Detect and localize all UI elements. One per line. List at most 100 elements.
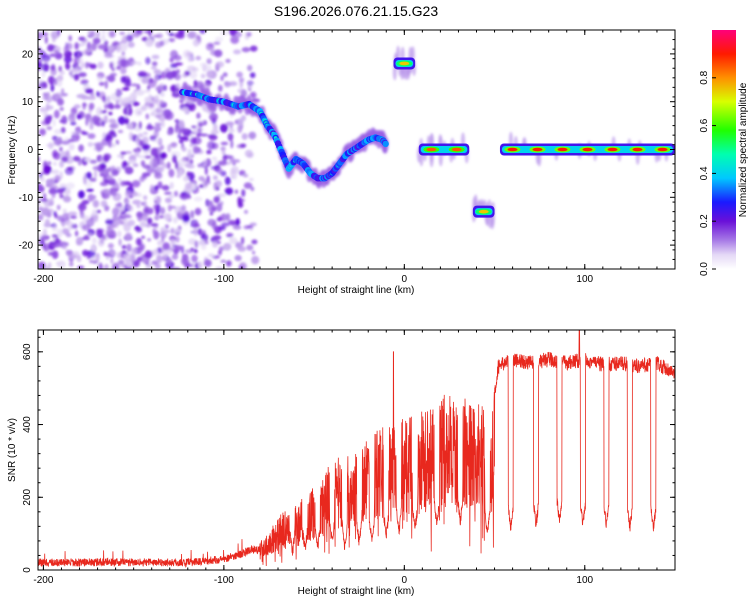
noise-blob bbox=[81, 130, 86, 135]
noise-blob bbox=[73, 104, 81, 109]
noise-blob bbox=[208, 253, 215, 258]
noise-blob bbox=[189, 133, 194, 138]
noise-blob bbox=[108, 139, 112, 148]
noise-blob bbox=[150, 112, 154, 117]
noise-blob bbox=[173, 54, 182, 61]
noise-blob bbox=[234, 189, 239, 194]
noise-blob bbox=[44, 35, 48, 45]
noise-blob bbox=[198, 175, 205, 182]
noise-blob bbox=[249, 72, 256, 79]
noise-blob bbox=[82, 102, 87, 110]
noise-blob bbox=[92, 215, 99, 223]
noise-blob bbox=[229, 237, 238, 245]
noise-blob bbox=[222, 154, 228, 163]
noise-blob bbox=[123, 215, 132, 219]
noise-blob bbox=[146, 101, 156, 110]
noise-blob bbox=[225, 58, 231, 63]
noise-blob bbox=[84, 88, 94, 94]
noise-blob bbox=[136, 256, 143, 262]
noise-blob bbox=[59, 171, 63, 180]
noise-blob bbox=[145, 113, 150, 120]
noise-blob bbox=[57, 30, 61, 37]
noise-blob bbox=[187, 55, 194, 63]
noise-blob bbox=[161, 185, 170, 191]
noise-blob bbox=[115, 44, 122, 53]
noise-blob bbox=[137, 61, 142, 66]
noise-blob bbox=[68, 143, 75, 151]
noise-blob bbox=[152, 249, 159, 256]
noise-blob bbox=[156, 166, 165, 173]
noise-blob bbox=[114, 221, 119, 228]
noise-blob bbox=[111, 67, 115, 72]
noise-blob bbox=[246, 32, 252, 37]
noise-blob bbox=[46, 92, 50, 97]
noise-blob bbox=[174, 124, 179, 134]
noise-blob bbox=[38, 32, 43, 40]
noise-blob bbox=[209, 112, 218, 122]
noise-blob bbox=[97, 44, 107, 50]
noise-blob bbox=[126, 204, 131, 210]
noise-blob bbox=[73, 73, 80, 81]
noise-blob bbox=[161, 120, 165, 128]
noise-blob bbox=[212, 240, 218, 248]
noise-blob bbox=[113, 262, 119, 269]
noise-blob bbox=[40, 176, 45, 183]
noise-blob bbox=[46, 143, 55, 147]
noise-blob bbox=[221, 150, 226, 155]
noise-blob bbox=[107, 243, 114, 249]
noise-blob bbox=[247, 64, 253, 72]
noise-blob bbox=[200, 233, 209, 241]
noise-blob bbox=[111, 165, 116, 171]
noise-blob bbox=[169, 182, 174, 189]
noise-blob bbox=[66, 249, 70, 256]
noise-blob bbox=[55, 243, 62, 248]
noise-blob bbox=[206, 70, 213, 79]
snr-panel: -200 -100 0 100 0 200 400 600 Height of straig… bbox=[7, 329, 676, 597]
noise-blob bbox=[124, 232, 132, 241]
noise-blob bbox=[234, 255, 242, 262]
noise-blob bbox=[228, 81, 238, 87]
noise-blob bbox=[213, 182, 218, 191]
noise-blob bbox=[38, 197, 42, 203]
noise-blob bbox=[210, 166, 214, 170]
noise-speckle bbox=[38, 30, 261, 269]
noise-blob bbox=[230, 139, 234, 149]
noise-blob bbox=[193, 248, 198, 254]
noise-blob bbox=[219, 123, 228, 133]
noise-blob bbox=[103, 263, 109, 269]
noise-blob bbox=[175, 160, 179, 170]
noise-blob bbox=[103, 251, 108, 256]
noise-blob bbox=[52, 135, 58, 141]
noise-blob bbox=[155, 107, 163, 114]
noise-blob bbox=[232, 162, 236, 166]
noise-blob bbox=[61, 156, 69, 163]
noise-blob bbox=[76, 94, 85, 99]
noise-blob bbox=[132, 163, 139, 168]
noise-blob bbox=[151, 61, 158, 66]
noise-blob bbox=[65, 233, 72, 238]
noise-blob bbox=[101, 120, 105, 127]
noise-blob bbox=[74, 230, 79, 237]
noise-blob bbox=[204, 181, 208, 187]
noise-blob bbox=[72, 155, 81, 162]
noise-blob bbox=[157, 146, 162, 156]
noise-blob bbox=[78, 72, 87, 78]
colorbar: 0.0 0.2 0.4 0.6 0.8 Normalized spectral ampl… bbox=[699, 30, 749, 276]
noise-blob bbox=[39, 107, 47, 113]
noise-blob bbox=[145, 265, 153, 269]
noise-blob bbox=[159, 99, 164, 105]
colorbar-tick-label: 0.4 bbox=[699, 166, 710, 180]
noise-blob bbox=[201, 244, 207, 250]
noise-blob bbox=[145, 57, 151, 65]
noise-blob bbox=[107, 166, 113, 172]
noise-blob bbox=[92, 37, 101, 44]
noise-blob bbox=[167, 161, 171, 170]
noise-blob bbox=[57, 79, 63, 87]
noise-blob bbox=[177, 158, 187, 168]
noise-blob bbox=[189, 143, 194, 148]
noise-blob bbox=[134, 107, 143, 117]
x-tick-label: -200 bbox=[33, 575, 53, 586]
noise-blob bbox=[226, 233, 234, 238]
noise-blob bbox=[159, 152, 167, 159]
noise-blob bbox=[206, 58, 212, 65]
